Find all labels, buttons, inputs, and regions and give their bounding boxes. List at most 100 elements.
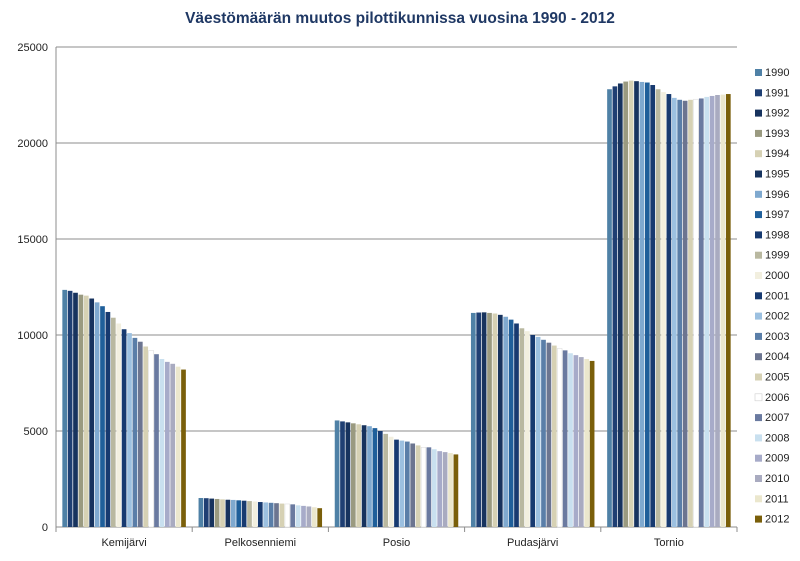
bar <box>230 499 236 527</box>
legend-label: 2005 <box>765 372 789 384</box>
bar <box>143 346 149 527</box>
bar <box>476 312 482 527</box>
legend-swatch <box>755 109 762 117</box>
y-tick-label: 25000 <box>17 42 48 54</box>
bar <box>677 99 683 528</box>
legend-swatch <box>755 454 762 462</box>
bar <box>704 96 710 528</box>
bar <box>720 94 726 527</box>
bar <box>73 292 78 527</box>
bar <box>220 499 225 527</box>
bar <box>295 505 301 527</box>
bar <box>89 298 95 527</box>
bar <box>573 355 579 527</box>
legend-swatch <box>755 475 762 482</box>
bar <box>388 436 394 527</box>
bar <box>519 328 525 527</box>
bar <box>442 452 448 527</box>
bar <box>383 433 389 527</box>
bar <box>410 443 416 527</box>
bar <box>682 100 688 527</box>
legend-swatch <box>755 170 762 178</box>
legend-label: 2008 <box>765 432 789 444</box>
legend-swatch <box>755 272 762 279</box>
bar <box>487 312 492 527</box>
bars-layer <box>62 80 731 528</box>
bar <box>709 95 715 528</box>
bar <box>481 312 487 527</box>
legend-label: 2003 <box>765 331 789 343</box>
bar <box>448 453 453 527</box>
bar <box>62 289 68 527</box>
legend-label: 2002 <box>765 311 789 323</box>
bar <box>551 345 557 527</box>
legend-label: 1990 <box>765 67 789 79</box>
legend-label: 1995 <box>765 169 789 181</box>
legend-swatch <box>755 332 762 340</box>
bar <box>584 359 590 527</box>
legend-swatch <box>755 150 762 158</box>
legend: 1990 1991 1992 1993 1994 1995 1996 1997 1998 1999… <box>754 67 789 526</box>
y-tick-label: 0 <box>42 522 48 534</box>
category-label: Kemijärvi <box>101 537 146 549</box>
bar <box>415 445 421 527</box>
bar <box>589 360 595 527</box>
category-label: Pudasjärvi <box>507 537 558 549</box>
legend-swatch <box>755 190 762 198</box>
legend-label: 1997 <box>765 209 789 221</box>
legend-label: 2004 <box>765 351 789 363</box>
bar <box>377 431 383 527</box>
bar <box>639 81 645 527</box>
legend-label: 1994 <box>765 148 789 160</box>
legend-label: 1999 <box>765 250 789 262</box>
bar <box>175 366 181 527</box>
category-label: Posio <box>383 537 411 549</box>
bar <box>121 329 127 527</box>
bar <box>568 353 573 527</box>
bar <box>394 439 399 527</box>
bar <box>562 350 568 527</box>
bar <box>345 422 351 527</box>
bar <box>361 425 367 527</box>
bar <box>263 502 269 527</box>
bar <box>159 359 165 527</box>
legend-label: 1996 <box>765 189 789 201</box>
bar <box>252 501 258 527</box>
bar <box>268 502 274 527</box>
bar <box>225 499 231 527</box>
bar <box>198 498 204 527</box>
bar <box>546 342 552 527</box>
legend-swatch <box>755 414 762 422</box>
legend-label: 2009 <box>765 453 789 465</box>
bar <box>661 92 666 528</box>
legend-swatch <box>755 495 762 503</box>
bar <box>404 441 410 527</box>
bar <box>628 80 634 527</box>
bar <box>78 294 84 527</box>
bar <box>170 363 176 527</box>
bar <box>453 454 459 527</box>
bar <box>535 336 541 527</box>
legend-swatch <box>755 251 762 259</box>
category-label: Pelkosenniemi <box>225 537 297 549</box>
bar <box>306 506 312 527</box>
bar <box>83 295 89 527</box>
bar <box>541 339 546 527</box>
legend-label: 2007 <box>765 412 789 424</box>
legend-label: 1991 <box>765 87 789 99</box>
bar <box>607 89 612 528</box>
bar <box>725 94 731 527</box>
bar <box>698 98 704 528</box>
bar <box>127 333 132 527</box>
bar <box>94 302 100 527</box>
bar <box>508 319 514 527</box>
bar <box>203 498 209 527</box>
legend-label: 1998 <box>765 229 789 241</box>
legend-swatch <box>755 211 762 219</box>
bar <box>100 306 105 527</box>
legend-swatch <box>755 69 762 76</box>
bar <box>279 503 285 527</box>
bar <box>514 323 519 527</box>
legend-label: 1993 <box>765 128 789 140</box>
